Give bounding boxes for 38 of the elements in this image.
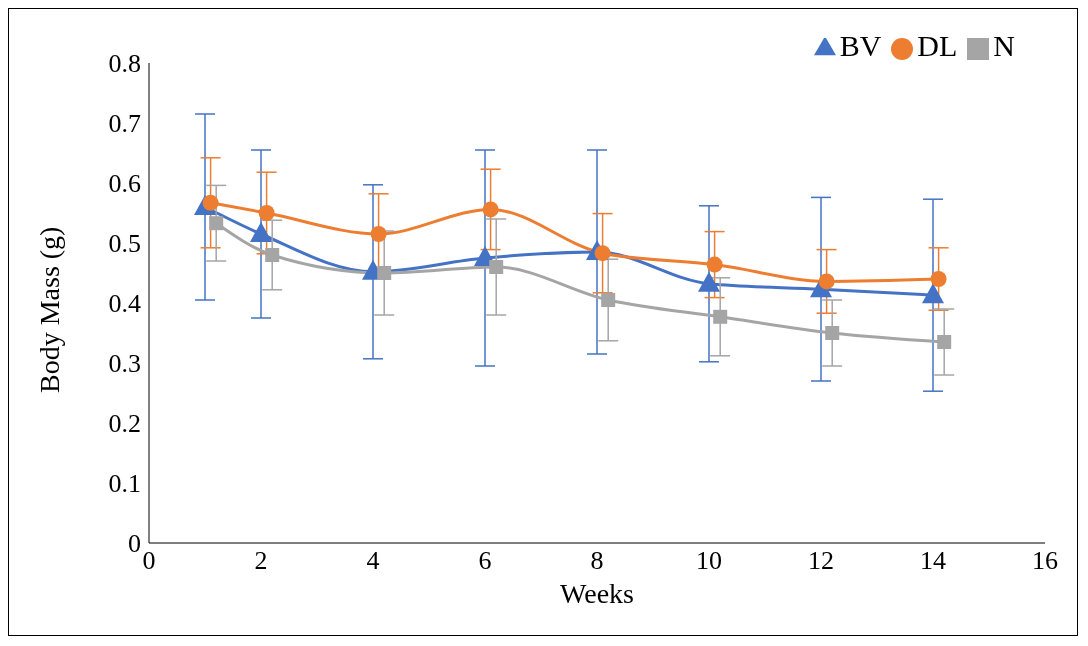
legend-label: N xyxy=(993,29,1015,62)
y-tick-label: 0.4 xyxy=(108,289,141,319)
x-tick-label: 2 xyxy=(254,546,268,576)
point xyxy=(937,335,952,349)
y-tick-label: 0.2 xyxy=(108,409,141,439)
y-tick-label: 0.6 xyxy=(108,169,141,199)
point xyxy=(930,271,947,287)
point xyxy=(209,216,224,231)
point xyxy=(825,326,840,340)
y-tick-label: 0.3 xyxy=(108,349,141,379)
x-tick-label: 6 xyxy=(478,546,492,576)
x-tick-label: 14 xyxy=(920,546,946,576)
y-tick-label: 0.8 xyxy=(108,49,141,79)
x-tick-label: 8 xyxy=(590,546,604,576)
point xyxy=(706,256,723,273)
legend-label: BV xyxy=(839,29,882,62)
y-axis-title: Body Mass (g) xyxy=(33,226,65,393)
point xyxy=(713,309,728,324)
point xyxy=(698,271,720,292)
point xyxy=(922,283,944,304)
point xyxy=(370,226,387,242)
point xyxy=(250,222,272,242)
y-tick-label: 0.5 xyxy=(108,229,141,259)
point xyxy=(482,201,499,218)
x-axis-title: Weeks xyxy=(560,578,634,609)
legend-label: DL xyxy=(917,29,958,62)
x-tick-label: 4 xyxy=(366,546,380,576)
point xyxy=(265,248,280,262)
x-tick-label: 10 xyxy=(696,546,722,576)
point xyxy=(818,273,835,290)
point xyxy=(601,293,616,307)
y-tick-label: 0.7 xyxy=(108,109,141,139)
x-tick-label: 16 xyxy=(1032,546,1058,576)
point xyxy=(258,205,275,221)
x-tick-label: 12 xyxy=(808,546,834,576)
point xyxy=(377,266,392,280)
y-tick-label: 0.1 xyxy=(108,469,141,499)
point xyxy=(489,260,504,274)
